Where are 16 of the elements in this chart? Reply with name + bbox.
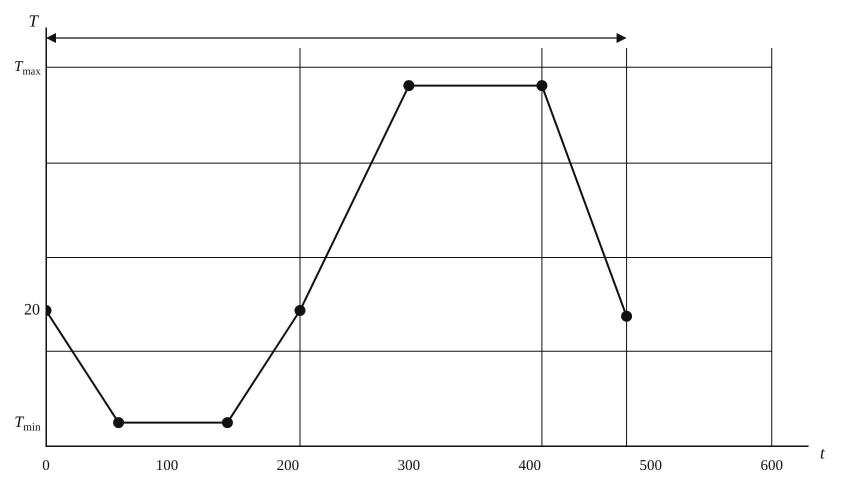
point [294,305,306,316]
x-tick-label: 600 [760,458,783,474]
point [403,80,414,92]
x-tick-label: 400 [518,458,542,474]
y-axis-title: T [28,11,40,30]
x-tick-label: 300 [398,458,420,474]
point [536,80,548,92]
annotation: 20 [24,302,40,319]
x-tick-label: 100 [156,458,178,474]
x-tick-label: 500 [640,458,662,474]
x-tick-label: 200 [276,458,300,474]
point [113,417,124,428]
point [621,310,632,322]
x-tick-label: 0 [42,458,50,474]
x-axis-title: t [820,443,826,462]
point [222,417,233,428]
